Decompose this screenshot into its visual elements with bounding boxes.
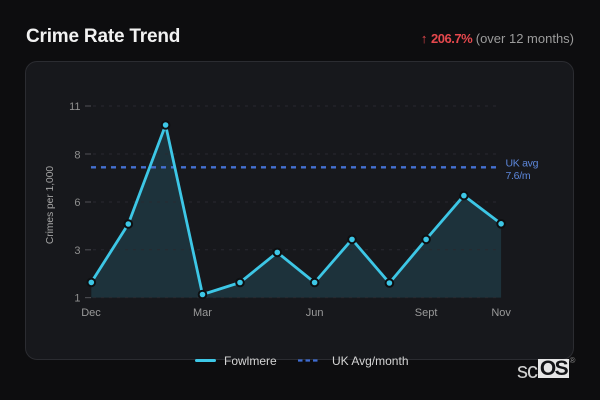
svg-text:3: 3 <box>74 245 80 257</box>
svg-text:Mar: Mar <box>193 307 212 319</box>
svg-text:Nov: Nov <box>491 307 511 319</box>
svg-text:1: 1 <box>74 293 80 305</box>
svg-text:Sept: Sept <box>415 307 438 319</box>
svg-text:Jun: Jun <box>306 307 324 319</box>
svg-text:Dec: Dec <box>81 307 101 319</box>
svg-text:8: 8 <box>74 149 80 161</box>
svg-text:11: 11 <box>69 101 80 113</box>
svg-text:6: 6 <box>74 197 80 209</box>
svg-text:7.6/m: 7.6/m <box>506 170 531 182</box>
svg-text:Crimes per 1,000: Crimes per 1,000 <box>45 166 56 244</box>
svg-text:UK avg: UK avg <box>506 157 539 169</box>
